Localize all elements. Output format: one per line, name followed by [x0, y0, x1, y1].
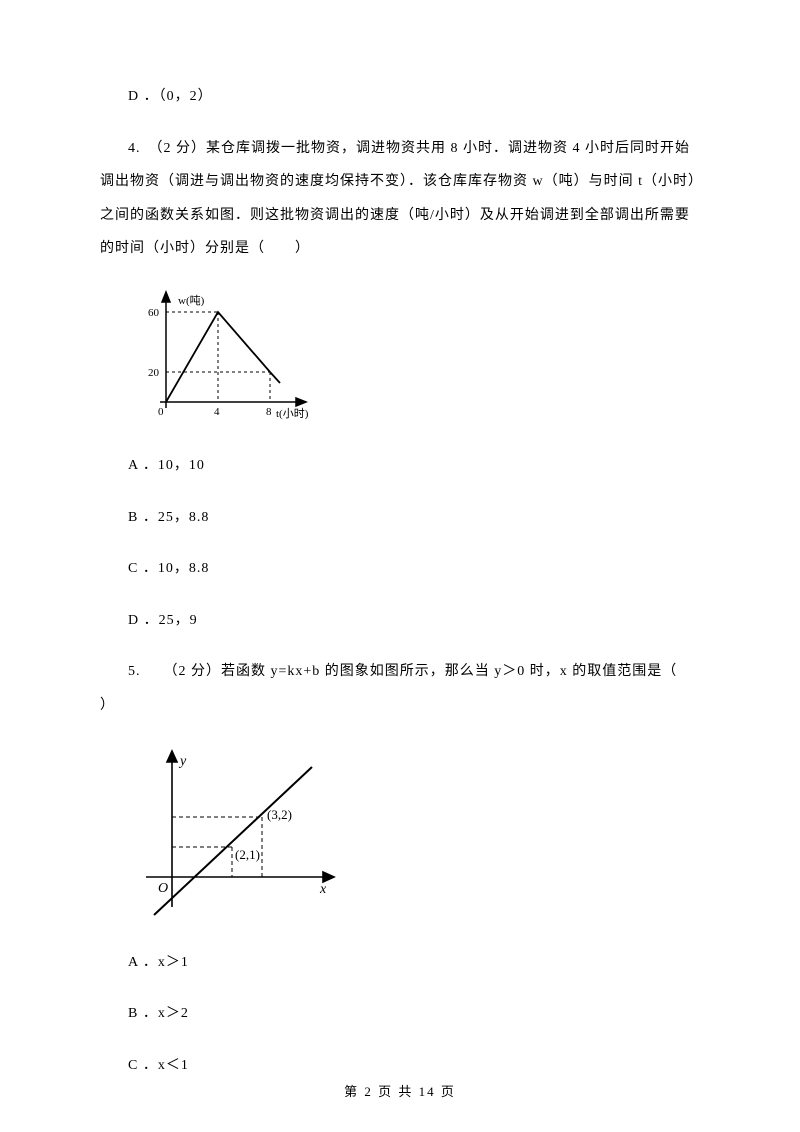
q5-origin-label: O: [158, 881, 168, 896]
q4-chart: w(吨) 60 20 0 4 8 t(小时): [142, 290, 700, 425]
q5-stem-line2: ）: [100, 689, 700, 723]
q4-y-label: w(吨): [178, 294, 205, 307]
q4-option-a: A ．10，10: [100, 449, 700, 483]
q4-xtick-8: 8: [266, 406, 272, 418]
q4-xtick-4: 4: [214, 406, 220, 418]
q5-stem-line1: 5. （2 分）若函数 y=kx+b 的图象如图所示，那么当 y＞0 时，x 的…: [100, 655, 700, 689]
q5-point-32: (3,2): [267, 807, 292, 822]
q4-option-c: C ．10，8.8: [100, 552, 700, 586]
q3-option-d: D ．（0，2）: [100, 80, 700, 114]
q4-stem-line2: 调出物资（调进与调出物资的速度均保持不变）．该仓库库存物资 w（吨）与时间 t（…: [100, 165, 700, 199]
page-content: D ．（0，2） 4. （2 分）某仓库调拨一批物资，调进物资共用 8 小时．调…: [0, 0, 800, 1122]
q4-option-d: D ．25，9: [100, 604, 700, 638]
q4-ytick-20: 20: [148, 367, 160, 379]
q5-x-label: x: [319, 882, 327, 897]
q4-stem-line3: 之间的函数关系如图．则这批物资调出的速度（吨/小时）及从开始调进到全部调出所需要: [100, 199, 700, 233]
q5-y-label: y: [178, 754, 187, 769]
q5-option-c: C ．x＜1: [100, 1049, 700, 1083]
q4-stem-line4: 的时间（小时）分别是（ ）: [100, 232, 700, 266]
q4-ytick-60: 60: [148, 307, 160, 319]
q5-point-21: (2,1): [235, 847, 260, 862]
q4-stem-line1: 4. （2 分）某仓库调拨一批物资，调进物资共用 8 小时．调进物资 4 小时后…: [100, 132, 700, 166]
q4-option-b: B ．25，8.8: [100, 501, 700, 535]
q4-x-label: t(小时): [276, 407, 309, 420]
q5-chart: (2,1) (3,2) y x O: [142, 747, 700, 922]
q5-option-b: B ．x＞2: [100, 997, 700, 1031]
q4-xtick-0: 0: [158, 406, 164, 418]
q5-option-a: A ．x＞1: [100, 946, 700, 980]
page-footer: 第 2 页 共 14 页: [0, 1081, 800, 1100]
